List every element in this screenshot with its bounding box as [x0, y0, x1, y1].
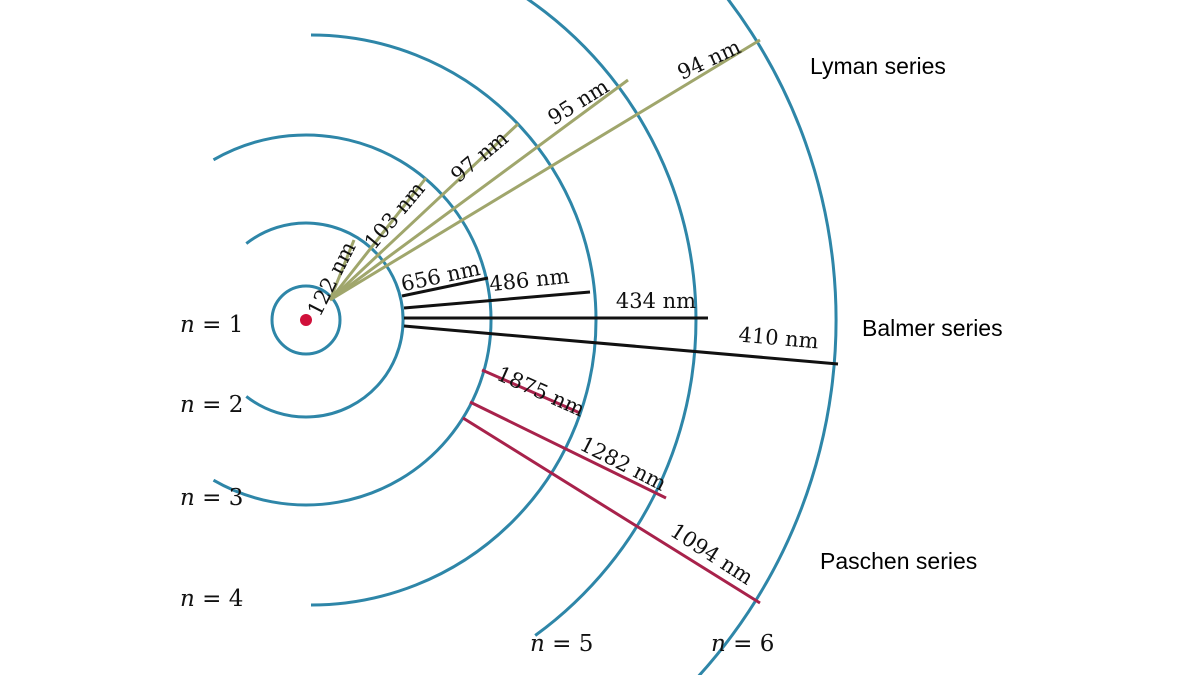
level-var: n [530, 631, 545, 657]
level-number: = 3 [195, 485, 244, 511]
balmer-wavelength-6-to-2: 410 nm [738, 323, 820, 354]
orbit-n4 [310, 33, 598, 607]
level-number: = 6 [726, 631, 775, 657]
balmer-line-4-to-2 [403, 290, 591, 310]
level-number: = 5 [545, 631, 594, 657]
balmer-line-3-to-2 [401, 276, 489, 298]
lyman-wavelength-6-to-1: 94 nm [674, 35, 745, 85]
level-label-n4: n = 4 [180, 586, 243, 612]
balmer-wavelength-4-to-2: 486 nm [488, 264, 570, 296]
paschen-wavelength-4-to-3: 1875 nm [493, 362, 588, 422]
balmer-line-6-to-2 [403, 324, 839, 366]
transition-lines [328, 38, 839, 605]
level-var: n [180, 312, 195, 338]
lyman-line-6-to-1 [329, 38, 761, 302]
level-label-n2: n = 2 [180, 392, 243, 418]
orbit-n3 [212, 133, 493, 507]
orbit-n5 [526, 0, 698, 637]
level-label-n1: n = 1 [180, 312, 243, 338]
balmer-wavelength-5-to-2: 434 nm [616, 289, 696, 313]
lyman-wavelength-4-to-1: 97 nm [446, 126, 513, 187]
paschen-line-4-to-3 [481, 368, 581, 415]
level-number: = 2 [195, 392, 244, 418]
paschen-line-6-to-3 [462, 416, 761, 605]
paschen-line-5-to-3 [469, 400, 667, 500]
lyman-wavelength-5-to-1: 95 nm [544, 74, 613, 130]
balmer-series-label: Balmer series [862, 315, 1003, 341]
lyman-line-3-to-1 [328, 177, 428, 301]
level-label-n5: n = 5 [530, 631, 593, 657]
level-number: = 4 [195, 586, 244, 612]
level-number: = 1 [195, 312, 244, 338]
orbits [212, 0, 838, 675]
lyman-line-4-to-1 [328, 122, 520, 302]
level-var: n [711, 631, 726, 657]
level-label-n3: n = 3 [180, 485, 243, 511]
level-var: n [180, 586, 195, 612]
lyman-series-label: Lyman series [810, 53, 946, 79]
paschen-series-label: Paschen series [820, 548, 977, 574]
level-var: n [180, 392, 195, 418]
orbit-n6 [697, 0, 838, 675]
paschen-wavelength-5-to-3: 1282 nm [576, 432, 670, 496]
level-var: n [180, 485, 195, 511]
level-label-n6: n = 6 [711, 631, 774, 657]
balmer-wavelength-3-to-2: 656 nm [399, 256, 483, 296]
lyman-line-5-to-1 [329, 78, 629, 302]
orbit-n2 [245, 221, 405, 419]
nucleus [300, 314, 312, 326]
lyman-line-2-to-1 [328, 239, 356, 301]
orbit-n1 [270, 284, 342, 356]
